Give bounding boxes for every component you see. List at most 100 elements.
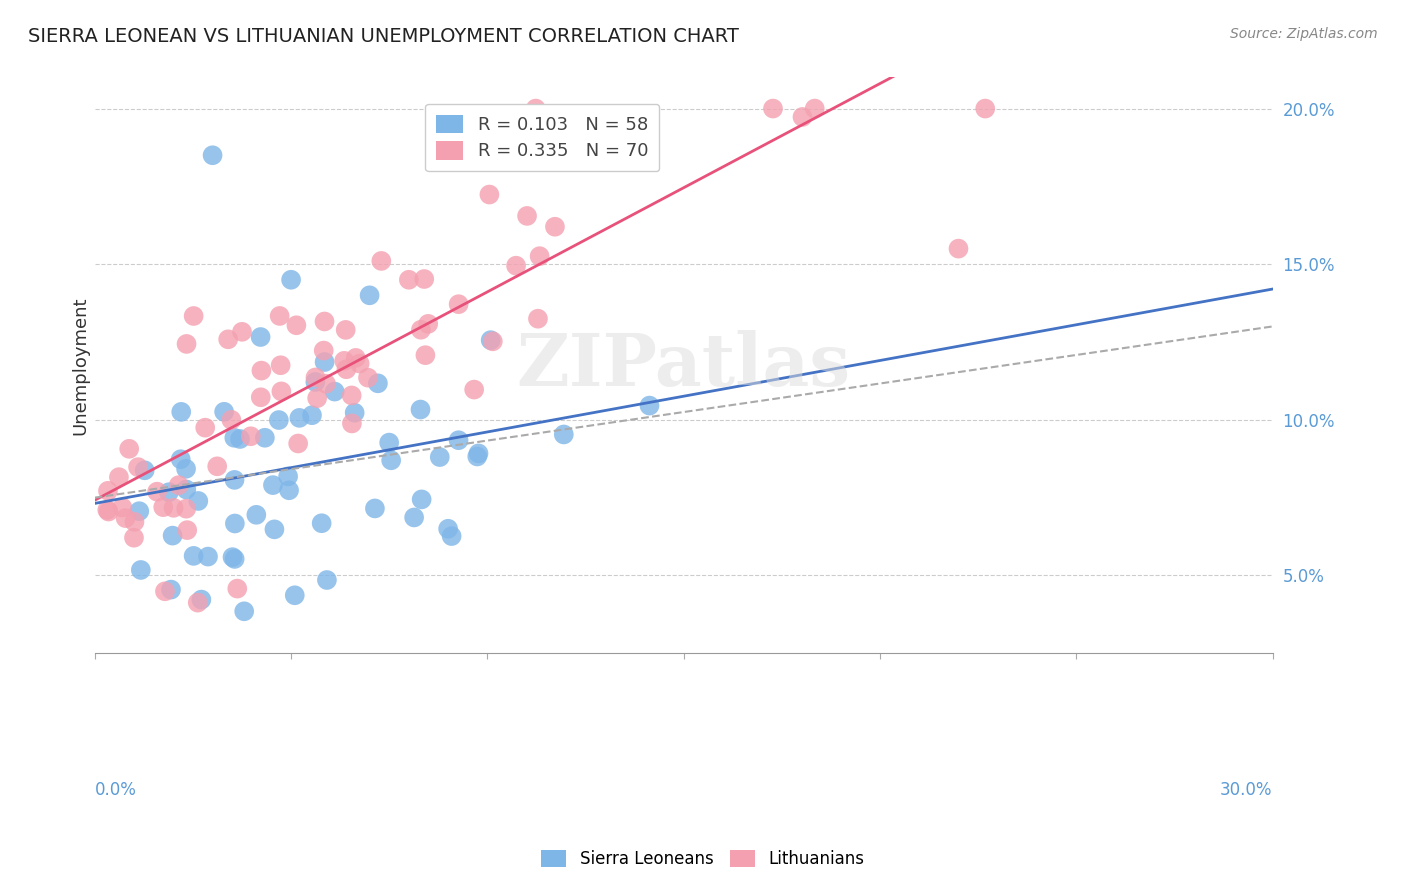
Point (284, 588, 307, 602)
Point (262, 478, 284, 492)
Point (529, 249, 551, 263)
Point (146, 484, 169, 499)
Point (478, 187, 501, 202)
Point (96, 503, 118, 517)
Point (333, 354, 356, 368)
Point (344, 351, 367, 365)
Point (479, 333, 502, 347)
Point (367, 376, 389, 391)
Point (201, 148, 224, 162)
Point (335, 323, 357, 337)
Text: 30.0%: 30.0% (1220, 780, 1272, 799)
Point (314, 355, 336, 369)
Point (364, 501, 387, 516)
Point (267, 413, 290, 427)
Point (398, 273, 420, 287)
Point (544, 219, 567, 234)
Point (176, 523, 198, 537)
Point (224, 516, 246, 531)
Point (162, 500, 184, 515)
Point (176, 337, 198, 351)
Point (948, 242, 970, 256)
Text: 0.0%: 0.0% (94, 780, 136, 799)
Point (224, 473, 246, 487)
Point (413, 272, 436, 286)
Point (174, 462, 197, 476)
Point (157, 485, 180, 500)
Point (554, 148, 576, 162)
Text: SIERRA LEONEAN VS LITHUANIAN UNEMPLOYMENT CORRELATION CHART: SIERRA LEONEAN VS LITHUANIAN UNEMPLOYMEN… (28, 27, 740, 45)
Point (316, 573, 339, 587)
Point (277, 469, 299, 483)
Point (285, 318, 308, 333)
Point (304, 375, 326, 389)
Point (429, 450, 451, 464)
Point (553, 427, 575, 442)
Point (118, 442, 141, 456)
Point (231, 325, 253, 339)
Point (221, 413, 243, 427)
Point (323, 384, 346, 399)
Point (152, 500, 174, 515)
Point (205, 459, 228, 474)
Point (134, 463, 156, 477)
Point (270, 358, 292, 372)
Point (311, 516, 333, 531)
Point (792, 110, 814, 124)
Point (122, 531, 145, 545)
Point (411, 492, 433, 507)
Point (465, 450, 488, 464)
Point (250, 363, 273, 377)
Point (270, 384, 292, 399)
Point (224, 431, 246, 445)
Point (174, 483, 197, 497)
Point (447, 297, 470, 311)
Point (263, 522, 285, 536)
Point (380, 453, 402, 467)
Point (301, 408, 323, 422)
Point (288, 410, 311, 425)
Point (245, 508, 267, 522)
Point (194, 420, 217, 434)
Point (229, 432, 252, 446)
Point (349, 357, 371, 371)
Legend: Sierra Leoneans, Lithuanians: Sierra Leoneans, Lithuanians (534, 843, 872, 875)
Point (404, 510, 426, 524)
Point (153, 584, 176, 599)
Point (187, 494, 209, 508)
Point (440, 529, 463, 543)
Point (190, 592, 212, 607)
Point (111, 500, 134, 515)
Point (340, 417, 363, 431)
Point (638, 399, 661, 413)
Point (482, 334, 505, 349)
Point (97, 504, 120, 518)
Point (97, 483, 120, 498)
Point (463, 383, 485, 397)
Point (359, 288, 381, 302)
Point (314, 314, 336, 328)
Point (224, 552, 246, 566)
Point (167, 478, 190, 492)
Point (269, 309, 291, 323)
Point (183, 309, 205, 323)
Point (418, 317, 440, 331)
Point (249, 330, 271, 344)
Point (239, 429, 262, 443)
Point (335, 362, 357, 376)
Point (170, 405, 193, 419)
Point (221, 550, 243, 565)
Point (437, 522, 460, 536)
Point (340, 388, 363, 402)
Point (505, 259, 527, 273)
Text: ZIPatlas: ZIPatlas (516, 330, 851, 401)
Point (129, 563, 152, 577)
Point (170, 452, 193, 467)
Point (370, 254, 392, 268)
Point (174, 501, 197, 516)
Point (315, 376, 337, 391)
Point (304, 370, 326, 384)
Point (524, 102, 547, 116)
Point (378, 435, 401, 450)
Point (415, 348, 437, 362)
